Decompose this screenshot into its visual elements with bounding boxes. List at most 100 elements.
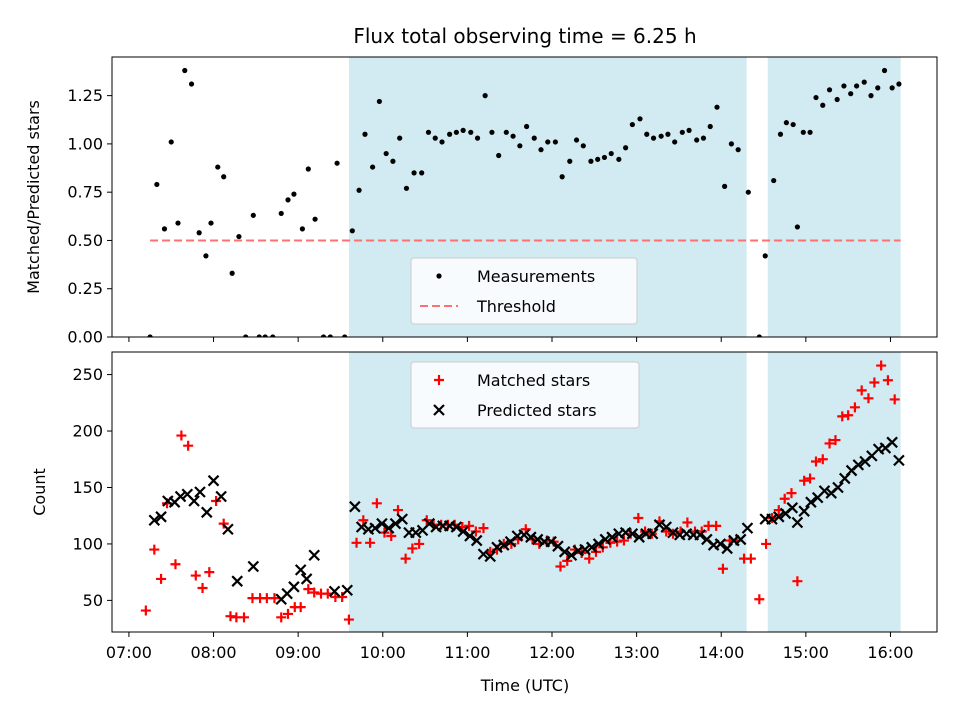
measurement-point <box>262 334 268 337</box>
predicted-star-point <box>355 521 368 533</box>
measurement-point <box>790 121 796 128</box>
measurement-point <box>503 129 509 135</box>
predicted-star-point <box>518 529 530 541</box>
measurement-point <box>559 174 565 180</box>
matched-star-point <box>817 454 828 465</box>
predicted-star-point <box>818 485 831 497</box>
predicted-star-point <box>599 533 612 546</box>
matched-star-point <box>400 553 411 564</box>
legend-label: Matched stars <box>477 371 590 390</box>
predicted-star-point <box>606 531 618 543</box>
predicted-star-point <box>714 538 727 550</box>
measurement-point <box>580 143 586 149</box>
predicted-star-point <box>497 539 510 551</box>
matched-star-point <box>149 544 160 555</box>
predicted-star-point <box>288 581 300 593</box>
observing-window-2 <box>767 57 901 337</box>
predicted-star-point <box>798 505 810 517</box>
predicted-star-point <box>653 518 666 531</box>
matched-star-point <box>805 473 816 484</box>
count-y-axis-label: Count <box>30 468 49 516</box>
measurement-point <box>397 135 403 141</box>
matched-star-point <box>156 573 167 584</box>
matched-star-point <box>717 563 728 574</box>
predicted-star-point <box>300 573 313 585</box>
measurement-point <box>595 156 601 162</box>
legend-label: Measurements <box>477 267 595 286</box>
measurement-point <box>147 334 153 337</box>
measurement-point <box>552 139 558 145</box>
measurement-point <box>403 185 410 191</box>
predicted-star-point <box>382 522 395 534</box>
predicted-star-point <box>491 541 503 554</box>
legend-box <box>410 257 638 325</box>
matched-star-point <box>309 587 320 598</box>
predicted-star-point <box>734 533 747 546</box>
y-tick-label: 0.75 <box>67 183 103 202</box>
measurement-point <box>881 67 888 74</box>
measurement-point <box>854 83 860 89</box>
matched-star-point <box>276 612 287 623</box>
predicted-star-point <box>741 522 754 534</box>
measurement-point <box>496 152 502 159</box>
matched-star-point <box>792 576 803 587</box>
measurement-point <box>453 129 459 135</box>
measurement-point <box>482 93 488 99</box>
measurement-point <box>175 220 181 226</box>
count-axes-frame <box>111 351 938 633</box>
legend-box <box>410 361 640 429</box>
measurement-point <box>637 116 643 122</box>
predicted-star-point <box>585 541 598 554</box>
predicted-star-point <box>646 527 659 540</box>
measurement-point <box>291 191 297 197</box>
measurement-point <box>439 139 445 145</box>
predicted-star-point <box>772 511 785 523</box>
predicted-star-point <box>786 502 799 514</box>
measurement-point <box>447 131 453 137</box>
measurement-point <box>629 121 635 128</box>
measurement-point <box>188 81 195 87</box>
matched-star-point <box>239 612 249 623</box>
measurement-point <box>813 94 819 101</box>
predicted-star-point <box>155 511 167 523</box>
measurement-point <box>215 164 221 170</box>
measurement-point <box>771 177 777 184</box>
measurement-point <box>826 87 833 93</box>
matched-star-point <box>811 456 821 467</box>
measurement-point <box>714 104 720 110</box>
predicted-star-point <box>328 585 341 598</box>
measurement-point <box>468 129 474 135</box>
matched-star-point <box>343 614 354 625</box>
measurement-point <box>250 212 256 218</box>
measurement-point <box>510 133 516 139</box>
matched-star-point <box>830 435 841 446</box>
measurement-point <box>243 334 249 337</box>
predicted-star-point <box>174 490 187 503</box>
predicted-star-point <box>341 584 354 597</box>
measurement-point <box>623 145 629 151</box>
measurement-point <box>419 170 425 176</box>
measurement-point <box>608 150 614 157</box>
measurement-point <box>334 160 340 166</box>
predicted-star-point <box>832 481 844 494</box>
x-tick-label: 13:00 <box>614 643 660 662</box>
measurement-point <box>376 98 382 105</box>
predicted-star-point <box>592 538 605 550</box>
measurement-point <box>285 197 291 203</box>
measurement-point <box>383 150 389 157</box>
matched-star-point <box>869 377 880 388</box>
y-tick-label: 50 <box>83 591 103 610</box>
matched-star-point <box>618 535 629 546</box>
measurement-point <box>868 93 874 99</box>
measurement-point <box>256 334 262 337</box>
measurement-point <box>432 135 438 141</box>
measurement-point <box>154 181 160 188</box>
predicted-star-point <box>791 516 804 529</box>
predicted-star-point <box>294 564 307 576</box>
predicted-star-point <box>308 549 321 562</box>
measurement-point <box>875 85 881 91</box>
predicted-star-point <box>805 496 817 508</box>
predicted-star-point <box>188 495 200 507</box>
matched-star-point <box>414 538 425 549</box>
matched-star-point <box>365 537 376 548</box>
